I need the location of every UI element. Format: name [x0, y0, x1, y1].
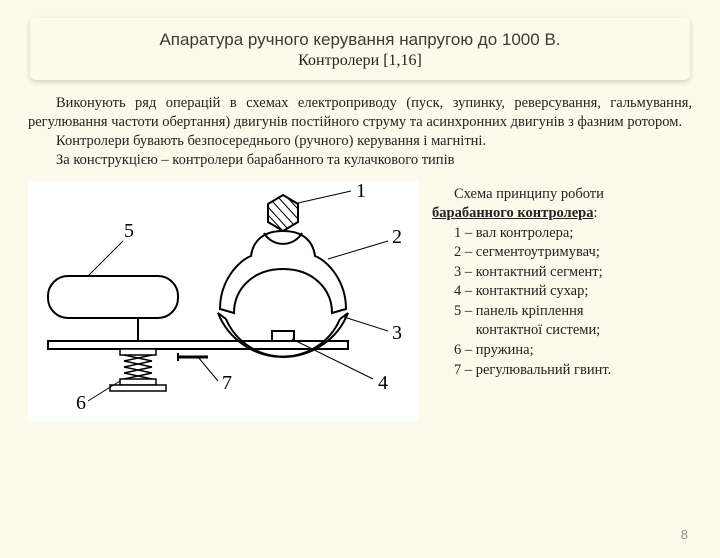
legend-item: 5 – панель кріплення — [432, 302, 611, 322]
paragraph-3: За конструкцією – контролери барабанного… — [28, 151, 692, 170]
diagram-label-6: 6 — [76, 392, 86, 414]
legend-colon: : — [593, 205, 597, 221]
legend-intro-text: Схема принципу роботи — [454, 186, 604, 202]
legend-item: 2 – сегментоутримувач; — [432, 243, 611, 263]
paragraph-2: Контролери бувають безпосереднього (ручн… — [28, 132, 692, 151]
title-line-1: Апаратура ручного керування напругою до … — [40, 30, 680, 50]
legend: Схема принципу роботи барабанного контро… — [432, 181, 611, 421]
legend-intro: Схема принципу роботи барабанного контро… — [432, 185, 611, 224]
legend-item: 6 – пружина; — [432, 341, 611, 361]
diagram-label-7: 7 — [222, 372, 232, 394]
content-row: 1 2 3 4 5 6 7 Схема принципу роботи бара… — [28, 181, 692, 421]
diagram-label-3: 3 — [392, 322, 402, 344]
diagram-label-2: 2 — [392, 226, 402, 248]
title-panel: Апаратура ручного керування напругою до … — [30, 18, 690, 80]
legend-item: 3 – контактний сегмент; — [432, 263, 611, 283]
diagram: 1 2 3 4 5 6 7 — [28, 181, 418, 421]
diagram-label-1: 1 — [356, 181, 366, 202]
diagram-label-4: 4 — [378, 372, 388, 394]
legend-list: 1 – вал контролера; 2 – сегментоутримува… — [432, 224, 611, 381]
legend-key: барабанного контролера — [432, 205, 593, 221]
legend-item: 4 – контактний сухар; — [432, 282, 611, 302]
diagram-label-5: 5 — [124, 220, 134, 242]
legend-item: 7 – регулювальний гвинт. — [432, 361, 611, 381]
legend-item: 1 – вал контролера; — [432, 224, 611, 244]
paragraph-1: Виконують ряд операцій в схемах електроп… — [28, 94, 692, 132]
title-line-2: Контролери [1,16] — [40, 52, 680, 70]
legend-item: контактної системи; — [432, 321, 611, 341]
body-text: Виконують ряд операцій в схемах електроп… — [28, 94, 692, 171]
